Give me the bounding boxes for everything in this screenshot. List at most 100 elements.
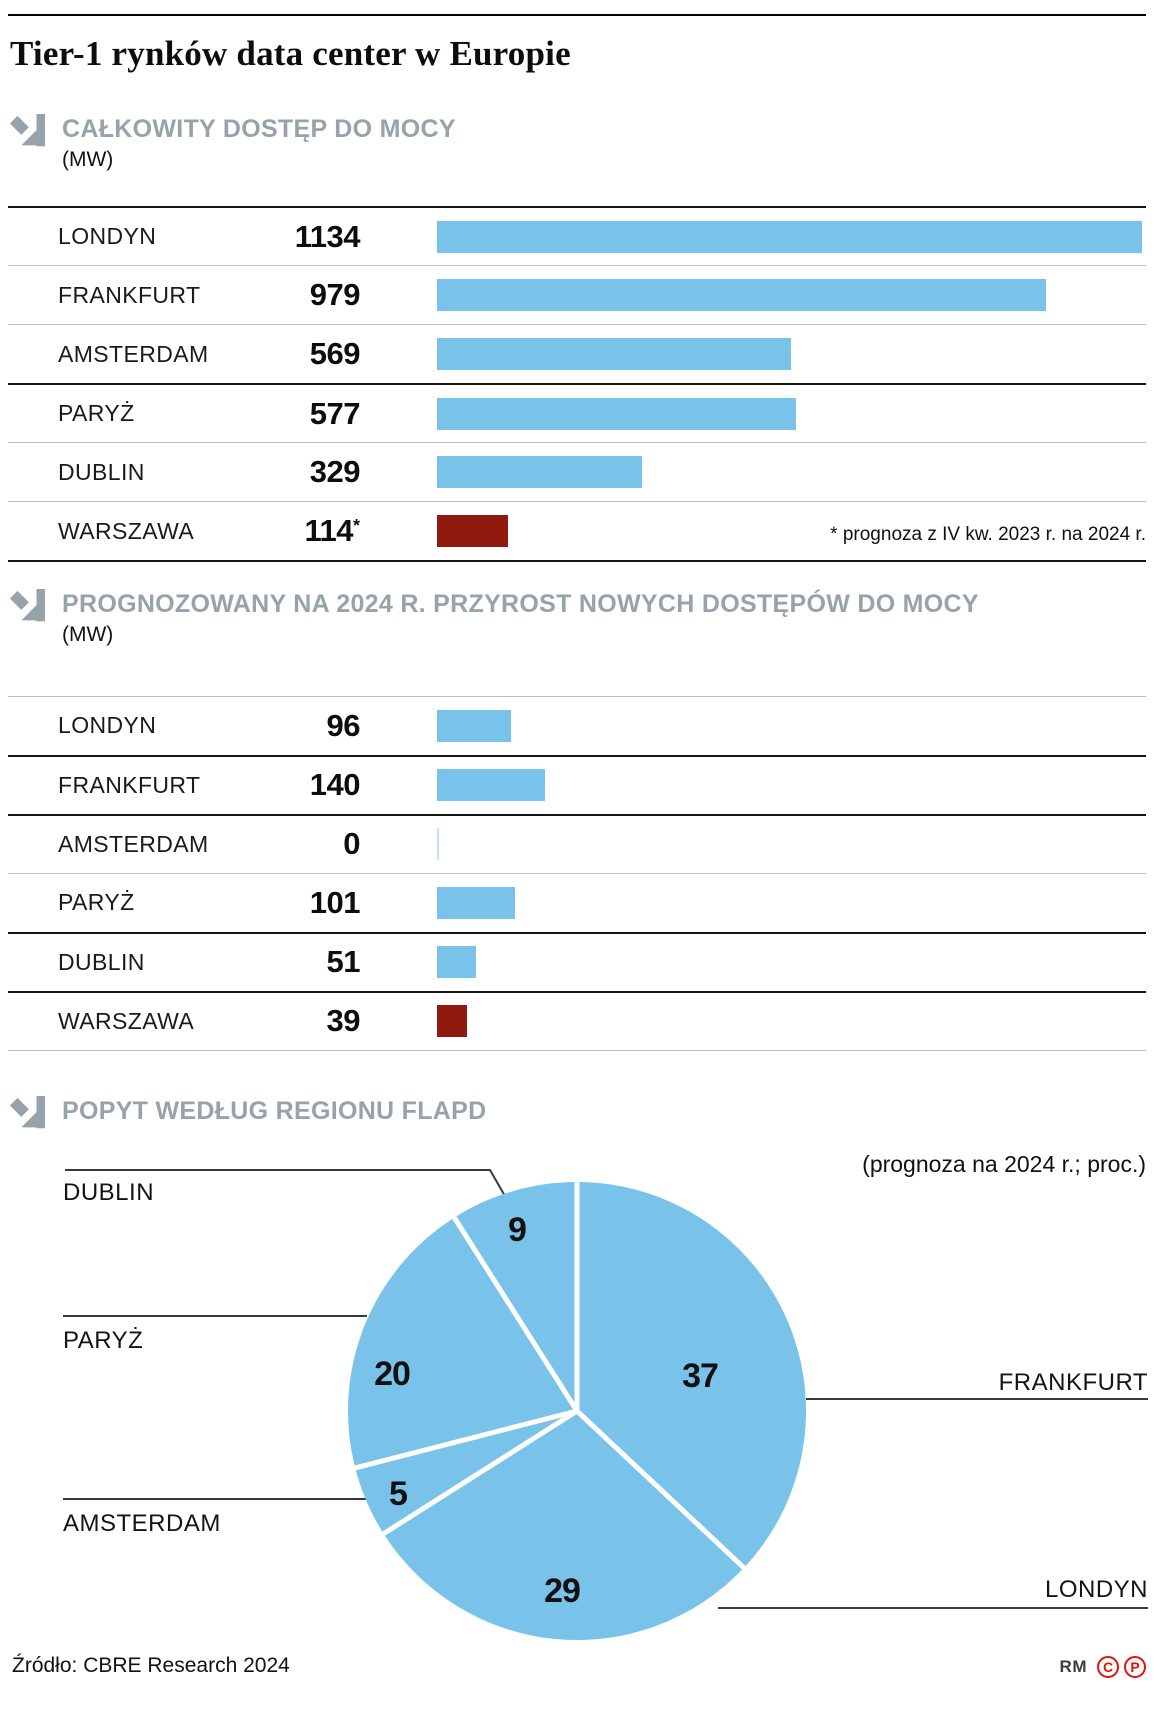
bar-row-paryż: PARYŻ 577 — [8, 383, 1146, 442]
bar-londyn — [437, 220, 1143, 253]
bar-track — [437, 220, 1146, 253]
pie-label-paryz: PARYŻ — [63, 1326, 144, 1354]
pie-value-label: 37 — [682, 1356, 718, 1394]
bar-category-label: LONDYN — [58, 223, 157, 250]
bar-category-label: AMSTERDAM — [58, 340, 209, 367]
bar-category-label: AMSTERDAM — [58, 830, 209, 857]
bar-value-label: 39 — [326, 1003, 361, 1039]
bar-category-label: DUBLIN — [58, 948, 145, 975]
bar-value-label: 577 — [309, 395, 361, 431]
bar-paryż — [437, 397, 796, 430]
bar-category-label: LONDYN — [58, 712, 157, 739]
bar-value-label: 329 — [309, 454, 361, 490]
page-title: Tier-1 rynków data center w Europie — [10, 34, 571, 73]
pie-slice-frankfurt — [577, 1181, 807, 1568]
infographic-page: { "title": "Tier-1 rynków data center w … — [0, 14, 1154, 1716]
bar-amsterdam — [437, 338, 791, 371]
pie-divider — [452, 1215, 580, 1412]
bar-track — [437, 946, 1146, 979]
bar-track — [437, 769, 1146, 802]
bar-category-label: WARSZAWA — [58, 517, 195, 544]
unit-label: (MW) — [62, 148, 114, 172]
bar-value-label: 140 — [309, 767, 361, 803]
pie-value-label: 20 — [374, 1354, 410, 1392]
footer: Źródło: CBRE Research 2024 RM C P — [12, 1646, 1146, 1678]
bar-track — [437, 515, 1146, 548]
arrow-down-right-icon — [9, 589, 46, 622]
bar-paryż — [437, 886, 515, 919]
pie-slice-paryż — [348, 1217, 577, 1468]
bar-row-amsterdam: AMSTERDAM 0 — [8, 813, 1146, 873]
pie-label-dublin: DUBLIN — [63, 1178, 155, 1206]
pie-divider — [354, 1408, 578, 1470]
pie-chart: 37 29 5 20 9 — [63, 1168, 1148, 1640]
bar-chart-new-power: LONDYN 96 FRANKFURT 140 AMSTERDAM 0 PARYŻ 101 DU… — [8, 695, 1146, 1051]
bar-row-amsterdam: AMSTERDAM 569 — [8, 324, 1146, 383]
bar-frankfurt — [437, 769, 545, 802]
bar-warszawa — [437, 1005, 468, 1038]
pie-divider — [575, 1408, 746, 1570]
bar-amsterdam — [437, 828, 439, 861]
pie-label-frankfurt: FRANKFURT — [998, 1368, 1148, 1396]
bar-row-londyn: LONDYN 1134 — [8, 206, 1146, 265]
bar-value-label: 101 — [309, 884, 361, 920]
bar-chart-total-power: * prognoza z IV kw. 2023 r. na 2024 r. L… — [8, 206, 1146, 563]
bar-row-dublin: DUBLIN 51 — [8, 931, 1146, 991]
bar-dublin — [437, 946, 477, 979]
bar-row-warszawa: WARSZAWA 39 — [8, 990, 1146, 1050]
footnote: * prognoza z IV kw. 2023 r. na 2024 r. — [830, 524, 1146, 546]
arrow-down-right-icon — [9, 114, 46, 147]
bar-londyn — [437, 709, 511, 742]
section-header-demand: POPYT WEDŁUG REGIONU FLAPD — [8, 1095, 1154, 1128]
pie-value-label: 9 — [508, 1210, 526, 1248]
bar-track — [437, 1005, 1146, 1038]
bar-category-label: DUBLIN — [58, 458, 145, 485]
pie-value-label: 5 — [389, 1474, 407, 1512]
bar-dublin — [437, 456, 642, 489]
bar-track — [437, 338, 1146, 371]
top-rule — [8, 14, 1146, 16]
section-title: POPYT WEDŁUG REGIONU FLAPD — [62, 1096, 487, 1125]
section-title: CAŁKOWITY DOSTĘP DO MOCY — [62, 115, 456, 144]
pie-label-londyn: LONDYN — [1044, 1575, 1148, 1603]
pie-value-label: 29 — [544, 1571, 580, 1609]
bar-row-dublin: DUBLIN 329 — [8, 442, 1146, 501]
bar-value-label: 51 — [326, 944, 361, 980]
copyright-icon: C — [1097, 1655, 1119, 1678]
bar-category-label: PARYŻ — [58, 400, 135, 427]
bar-track — [437, 709, 1146, 742]
bar-category-label: WARSZAWA — [58, 1007, 195, 1034]
bar-category-label: PARYŻ — [58, 889, 135, 916]
bar-warszawa — [437, 515, 508, 548]
bar-row-paryż: PARYŻ 101 — [8, 872, 1146, 932]
bar-row-londyn: LONDYN 96 — [8, 695, 1146, 755]
bar-track — [437, 886, 1146, 919]
bar-value-label: 114* — [304, 513, 360, 549]
pie-chart-region: 37 29 5 20 9 (prognoza na 2024 r.; proc.) DU… — [0, 1135, 1154, 1646]
pie-slice-londyn — [383, 1410, 744, 1640]
bar-value-label: 0 — [343, 826, 360, 862]
bar-category-label: FRANKFURT — [58, 771, 201, 798]
bar-frankfurt — [437, 279, 1046, 312]
bar-value-label: 979 — [309, 277, 361, 313]
bar-value-label: 1134 — [294, 218, 361, 254]
bar-row-frankfurt: FRANKFURT 140 — [8, 754, 1146, 814]
published-icon: P — [1124, 1655, 1146, 1678]
bar-row-warszawa: WARSZAWA 114* — [8, 501, 1146, 560]
bar-track — [437, 456, 1146, 489]
pie-slice-dublin — [454, 1181, 577, 1411]
bar-row-frankfurt: FRANKFURT 979 — [8, 265, 1146, 324]
credits: RM C P — [1060, 1654, 1146, 1678]
bar-value-label: 96 — [326, 707, 361, 743]
pie-subtitle: (prognoza na 2024 r.; proc.) — [862, 1150, 1146, 1177]
pie-slice-amsterdam — [355, 1410, 577, 1534]
rm-logo: RM — [1059, 1656, 1087, 1676]
source-text: Źródło: CBRE Research 2024 — [12, 1653, 290, 1677]
section-header-total-power: CAŁKOWITY DOSTĘP DO MOCY — [8, 114, 1154, 147]
section-title: PROGNOZOWANY NA 2024 R. PRZYROST NOWYCH … — [62, 590, 979, 619]
asterisk-marker: * — [353, 515, 360, 536]
arrow-down-right-icon — [9, 1095, 46, 1128]
unit-label: (MW) — [62, 623, 114, 647]
bar-track — [437, 397, 1146, 430]
section-header-new-power: PROGNOZOWANY NA 2024 R. PRZYROST NOWYCH … — [8, 589, 1154, 622]
